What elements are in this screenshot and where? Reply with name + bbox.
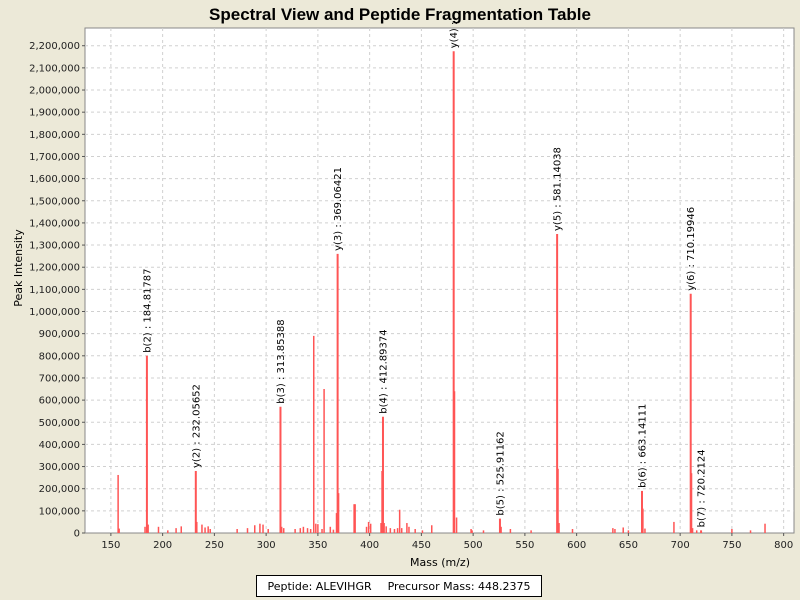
- y-tick-label: 2,000,000: [29, 86, 80, 97]
- x-tick-label: 700: [671, 540, 690, 551]
- peak-annotation: b(4) : 412.89374: [378, 329, 389, 413]
- x-tick-label: 750: [722, 540, 741, 551]
- y-tick-label: 700,000: [39, 373, 80, 384]
- y-tick-label: 1,900,000: [29, 108, 80, 119]
- x-tick-label: 350: [308, 540, 327, 551]
- peak-annotation: y(2) : 232.05652: [191, 384, 202, 468]
- y-tick-label: 1,800,000: [29, 130, 80, 141]
- peak-labels: b(2) : 184.81787 y(2) : 232.05652 b(3) : 3…: [142, 22, 707, 528]
- x-tick-label: 250: [205, 540, 224, 551]
- y-tick-label: 600,000: [39, 396, 80, 407]
- x-tick-label: 150: [101, 540, 120, 551]
- y-tick-label: 1,500,000: [29, 196, 80, 207]
- chart-title: Spectral View and Peptide Fragmentation …: [209, 5, 591, 24]
- x-tick-label: 300: [257, 540, 276, 551]
- grid-lines: [85, 28, 794, 533]
- peak-annotation: y(4) :: [449, 22, 460, 49]
- x-tick-label: 500: [464, 540, 483, 551]
- y-axis-label: Peak Intensity: [12, 229, 25, 307]
- y-tick-label: 1,000,000: [29, 307, 80, 318]
- y-tick-label: 100,000: [39, 506, 80, 517]
- y-tick-label: 1,400,000: [29, 218, 80, 229]
- peak-annotation: b(6) : 663.14111: [637, 404, 648, 488]
- y-tick-label: 500,000: [39, 418, 80, 429]
- x-axis-ticks: 150 200 250 300 350 400 450 500 550 600 650 700 750 8…: [101, 533, 793, 551]
- y-tick-label: 2,200,000: [29, 41, 80, 52]
- peaks: [117, 51, 766, 533]
- legend: Peptide: ALEVIHGR Precursor Mass: 448.23…: [256, 575, 542, 597]
- peak-annotation: b(2) : 184.81787: [142, 268, 153, 352]
- y-tick-label: 2,100,000: [29, 63, 80, 74]
- legend-peptide: Peptide: ALEVIHGR: [267, 579, 372, 593]
- peak-annotation: y(5) : 581.14038: [553, 147, 564, 231]
- y-tick-label: 1,100,000: [29, 285, 80, 296]
- peak-annotation: y(3) : 369.06421: [333, 167, 344, 251]
- y-tick-label: 1,200,000: [29, 263, 80, 274]
- peak-annotation: b(7) : 720.2124: [697, 449, 708, 527]
- y-tick-label: 400,000: [39, 440, 80, 451]
- y-tick-label: 0: [74, 529, 80, 540]
- y-tick-label: 1,300,000: [29, 241, 80, 252]
- y-tick-label: 900,000: [39, 329, 80, 340]
- y-tick-label: 200,000: [39, 484, 80, 495]
- peak-annotation: y(6) : 710.19946: [686, 207, 697, 291]
- x-tick-label: 200: [153, 540, 172, 551]
- x-tick-label: 450: [412, 540, 431, 551]
- x-tick-label: 800: [774, 540, 793, 551]
- peak-annotation: b(3) : 313.85388: [276, 319, 287, 403]
- x-tick-label: 550: [515, 540, 534, 551]
- y-axis-ticks: 0 100,000 200,000 300,000 400,000 500,000 600,…: [29, 41, 85, 540]
- x-tick-label: 600: [567, 540, 586, 551]
- legend-precursor-mass: Precursor Mass: 448.2375: [387, 579, 531, 593]
- y-tick-label: 1,600,000: [29, 174, 80, 185]
- x-tick-label: 400: [360, 540, 379, 551]
- peak-annotation: b(5) : 525.91162: [495, 431, 506, 515]
- x-axis-label: Mass (m/z): [410, 556, 470, 569]
- y-tick-label: 800,000: [39, 351, 80, 362]
- y-tick-label: 300,000: [39, 462, 80, 473]
- y-tick-label: 1,700,000: [29, 152, 80, 163]
- x-tick-label: 650: [619, 540, 638, 551]
